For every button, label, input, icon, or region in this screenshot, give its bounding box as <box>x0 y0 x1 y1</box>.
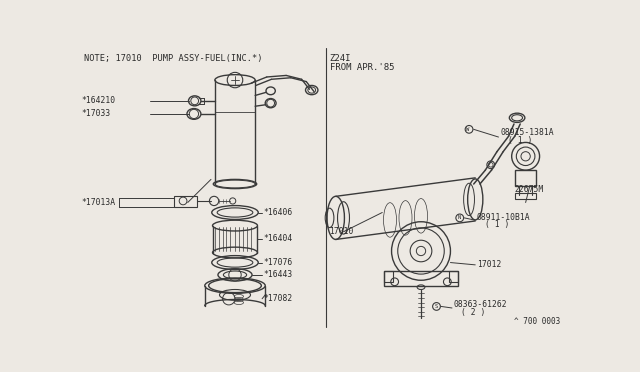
Bar <box>384 271 393 282</box>
Bar <box>384 271 458 286</box>
Text: ( 1 ): ( 1 ) <box>508 136 532 145</box>
Text: N: N <box>458 215 461 220</box>
Text: FROM APR.'85: FROM APR.'85 <box>330 63 394 72</box>
Text: ( 2 ): ( 2 ) <box>461 308 486 317</box>
Bar <box>174 196 197 207</box>
Text: 08363-61262: 08363-61262 <box>454 301 507 310</box>
Text: 17010: 17010 <box>330 227 354 236</box>
Text: *16443: *16443 <box>264 270 293 279</box>
Text: ^ 700 0003: ^ 700 0003 <box>515 317 561 326</box>
Text: *16406: *16406 <box>264 208 293 217</box>
Bar <box>515 170 536 186</box>
Bar <box>449 271 458 282</box>
Text: Z24I: Z24I <box>330 54 351 63</box>
Text: W: W <box>466 127 469 132</box>
Text: *17082: *17082 <box>264 294 293 303</box>
Text: *17076: *17076 <box>264 258 293 267</box>
Text: S: S <box>435 304 438 309</box>
Text: NOTE; 17010  PUMP ASSY-FUEL(INC.*): NOTE; 17010 PUMP ASSY-FUEL(INC.*) <box>84 54 262 63</box>
Text: 08911-10B1A: 08911-10B1A <box>477 213 531 222</box>
Text: *16404: *16404 <box>264 234 293 243</box>
Text: *164210: *164210 <box>81 96 116 105</box>
Text: *17033: *17033 <box>81 109 111 118</box>
Text: 08915-1381A: 08915-1381A <box>500 128 554 137</box>
Text: *17013A: *17013A <box>81 198 116 207</box>
Text: 17012: 17012 <box>477 260 501 269</box>
Text: 22675M: 22675M <box>514 185 543 194</box>
Text: ( 1 ): ( 1 ) <box>484 220 509 229</box>
Bar <box>515 193 536 199</box>
